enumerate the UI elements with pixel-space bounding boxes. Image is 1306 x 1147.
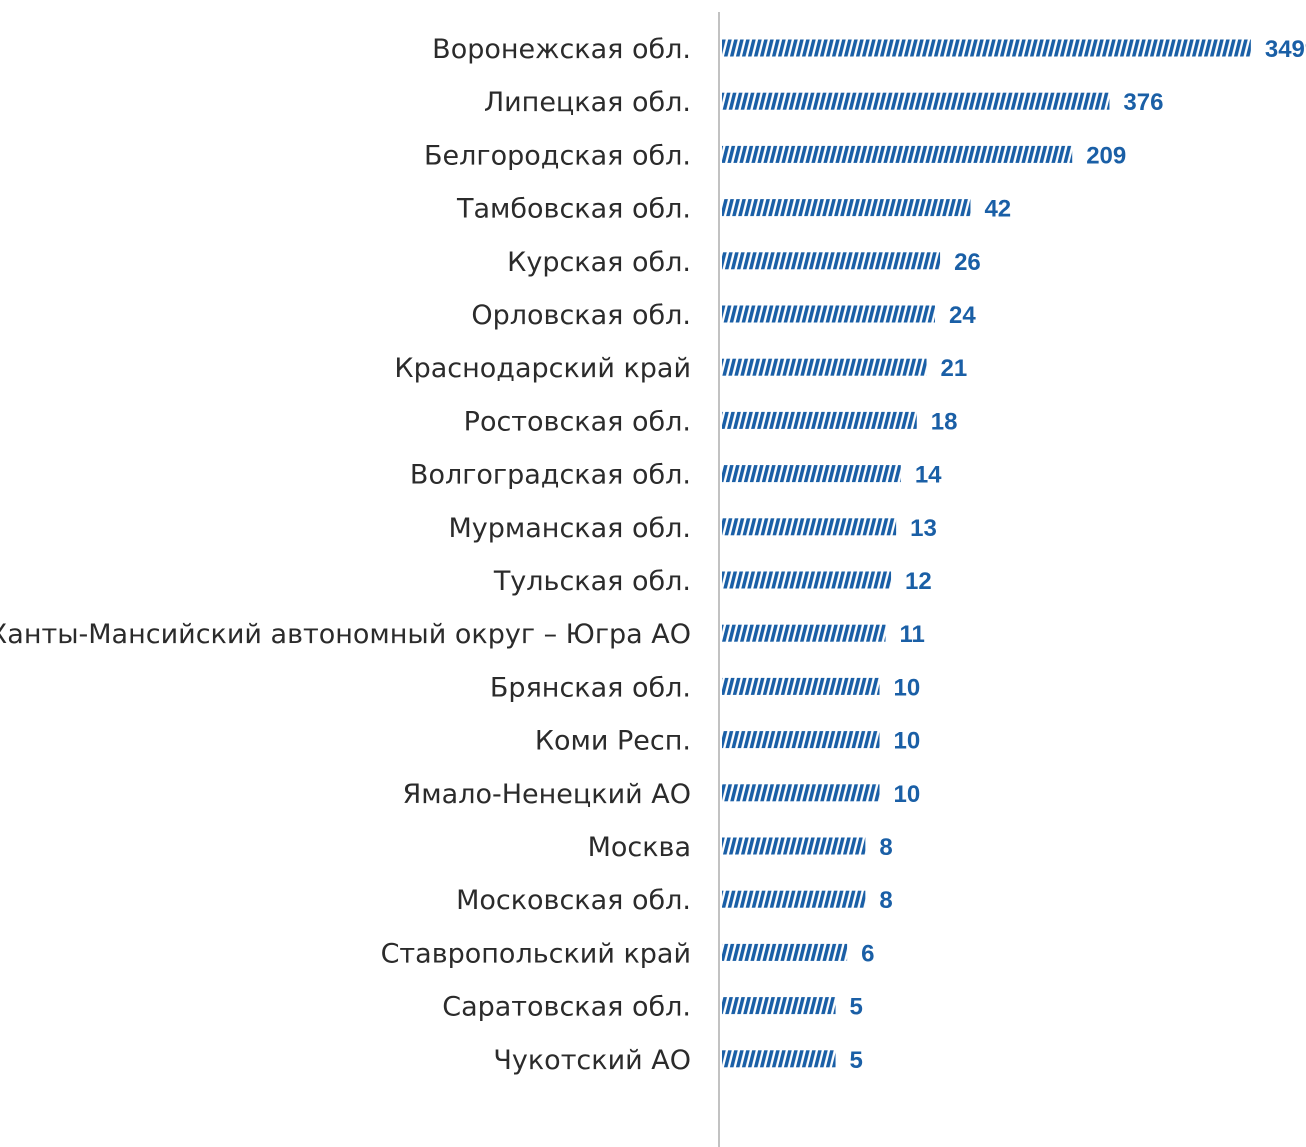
bar — [722, 943, 848, 961]
category-label: Ханты-Мансийский автономный округ – Югра… — [0, 619, 691, 650]
value-label: 376 — [1123, 89, 1163, 116]
bar — [722, 199, 971, 217]
value-label: 209 — [1086, 142, 1126, 169]
bar — [722, 571, 892, 589]
bar — [722, 92, 1110, 110]
category-label: Коми Респ. — [535, 726, 691, 757]
bar — [722, 731, 880, 749]
category-label: Волгоградская обл. — [410, 460, 691, 491]
value-label: 10 — [893, 674, 920, 701]
value-label: 14 — [915, 462, 942, 489]
value-label: 6 — [861, 940, 874, 967]
category-label: Ростовская обл. — [464, 406, 691, 437]
value-label: 24 — [949, 302, 976, 329]
bar — [722, 1050, 836, 1068]
bar — [722, 145, 1073, 163]
value-label: 12 — [905, 568, 932, 595]
category-label: Воронежская обл. — [432, 34, 691, 65]
bar — [722, 252, 941, 270]
category-label: Краснодарский край — [394, 353, 691, 384]
category-label: Белгородская обл. — [424, 140, 691, 171]
value-label: 3499 — [1265, 36, 1306, 63]
category-label: Москва — [588, 832, 691, 863]
bar — [722, 411, 917, 429]
category-label: Брянская обл. — [490, 672, 691, 703]
category-label: Чукотский АО — [493, 1045, 691, 1076]
bar — [722, 890, 866, 908]
value-label: 11 — [900, 621, 925, 648]
bar — [722, 677, 880, 695]
value-label: 8 — [879, 834, 892, 861]
category-label: Тамбовская обл. — [456, 194, 691, 225]
bar — [722, 39, 1251, 57]
value-label: 21 — [941, 355, 968, 382]
value-label: 5 — [850, 1047, 863, 1074]
value-label: 26 — [954, 249, 981, 276]
category-label: Тульская обл. — [493, 566, 691, 597]
value-label: 13 — [910, 515, 937, 542]
value-label: 5 — [850, 994, 863, 1021]
bar — [722, 837, 866, 855]
bar — [722, 784, 880, 802]
bar — [722, 997, 836, 1015]
value-label: 8 — [879, 887, 892, 914]
category-label: Саратовская обл. — [442, 992, 691, 1023]
category-label: Ставропольский край — [381, 938, 691, 969]
category-label: Мурманская обл. — [448, 513, 691, 544]
category-label: Курская обл. — [507, 247, 691, 278]
bar — [722, 305, 935, 323]
bar — [722, 465, 901, 483]
category-label: Липецкая обл. — [484, 87, 691, 118]
bar — [722, 624, 886, 642]
bar — [722, 518, 897, 536]
value-label: 10 — [893, 728, 920, 755]
category-label: Московская обл. — [456, 885, 691, 916]
value-label: 42 — [984, 196, 1011, 223]
category-label: Ямало-Ненецкий АО — [403, 779, 691, 810]
value-label: 18 — [931, 408, 958, 435]
value-label: 10 — [893, 781, 920, 808]
category-label: Орловская обл. — [471, 300, 691, 331]
bar — [722, 358, 927, 376]
